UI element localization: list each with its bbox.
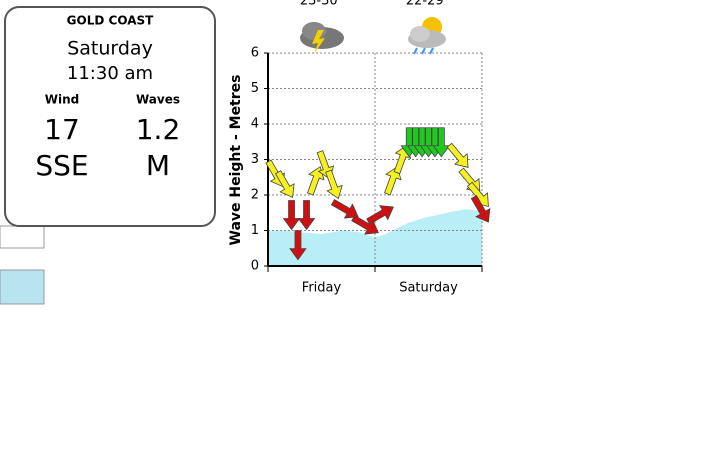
wind-arrow [282,200,301,231]
wind-arrow [289,230,307,261]
wind-arrow [297,200,316,231]
y-tick-label: 6 [251,46,259,61]
x-tick-label: Friday [302,281,342,296]
wind-arrow [470,195,491,223]
wind-arrow [306,166,325,196]
wind-arrow [330,199,359,219]
wind-label: Wind [45,93,79,107]
wind-arrow [458,167,481,193]
temperature: 23-30° [300,0,344,9]
y-tick-label: 1 [251,223,259,238]
wind-arrow [325,169,343,200]
storm-icon [300,22,344,54]
wave-unit: M [146,149,170,182]
side-tab [0,269,45,305]
time: 11:30 am [67,63,153,84]
wave-height: 1.2 [136,113,181,146]
y-axis-label: Wave Height - Metres [228,75,244,246]
y-tick-label: 0 [251,259,259,274]
info-panel [4,6,216,227]
y-tick-label: 3 [251,152,259,167]
waves-label: Waves [136,93,180,107]
wind-speed: 17 [44,113,80,146]
wind-arrow [274,170,295,198]
wind-arrow [446,142,469,168]
y-tick-label: 4 [251,117,259,132]
side-tab [0,225,45,249]
shower-icon [408,17,446,55]
temperature: 22-29° [406,0,450,9]
wind-arrow [383,166,402,196]
y-tick-label: 2 [251,188,259,203]
day: Saturday [67,38,153,60]
wind-direction: SSE [35,149,88,182]
y-tick-label: 5 [251,81,259,96]
location: GOLD COAST [67,14,154,28]
x-tick-label: Saturday [399,281,458,296]
wind-arrow [366,205,394,225]
